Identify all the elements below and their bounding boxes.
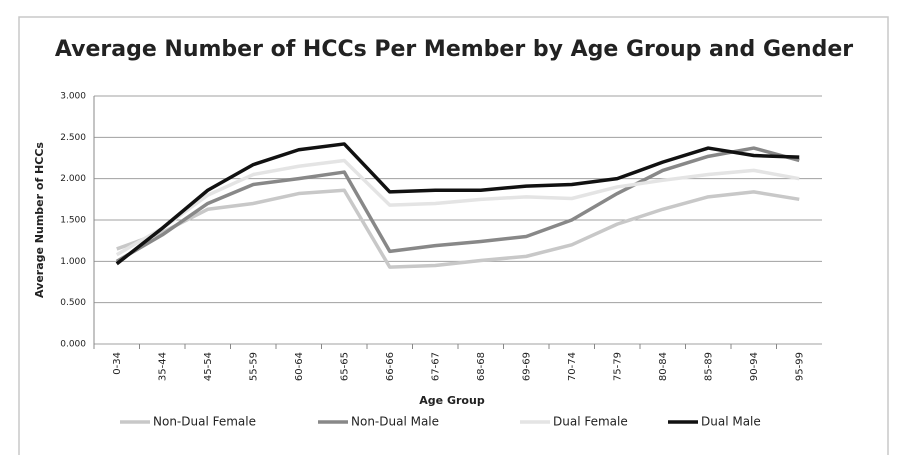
x-tick-label: 67-67 xyxy=(430,352,441,381)
chart-title: Average Number of HCCs Per Member by Age… xyxy=(55,37,853,62)
x-tick-label: 60-64 xyxy=(294,352,305,381)
legend-label: Dual Female xyxy=(553,415,628,429)
frame xyxy=(18,16,889,455)
x-tick-label: 0-34 xyxy=(112,352,123,375)
series-line xyxy=(116,188,800,269)
series-line xyxy=(115,146,800,263)
x-tick-label: 45-54 xyxy=(203,352,214,381)
y-tick-label: 1.500 xyxy=(60,216,86,226)
legend-label: Dual Male xyxy=(701,415,761,429)
y-tick-label: 1.000 xyxy=(60,257,86,267)
x-tick-label: 95-99 xyxy=(794,352,805,381)
x-tick-label: 68-68 xyxy=(476,352,487,381)
y-tick-label: 3.000 xyxy=(60,92,86,102)
x-tick-label: 65-65 xyxy=(339,352,350,381)
x-tick-label: 55-59 xyxy=(248,352,259,381)
x-tick-label: 70-74 xyxy=(567,352,578,381)
y-tick-label: 0.500 xyxy=(60,298,86,308)
x-tick-label: 80-84 xyxy=(658,352,669,381)
series-line xyxy=(115,142,800,266)
x-tick-label: 69-69 xyxy=(521,352,532,381)
series-line xyxy=(115,158,800,257)
y-tick-label: 2.500 xyxy=(60,133,86,143)
x-tick-label: 90-94 xyxy=(749,352,760,381)
x-tick-label: 75-79 xyxy=(612,352,623,381)
x-tick-label: 35-44 xyxy=(157,352,168,381)
legend-label: Non-Dual Female xyxy=(153,415,256,429)
y-axis-title: Average Number of HCCs xyxy=(33,142,46,298)
legend-label: Non-Dual Male xyxy=(351,415,439,429)
x-tick-label: 85-89 xyxy=(703,352,714,381)
x-axis-title: Age Group xyxy=(419,394,485,407)
y-tick-label: 0.000 xyxy=(60,340,86,350)
x-tick-label: 66-66 xyxy=(385,352,396,381)
y-tick-label: 2.000 xyxy=(60,174,86,184)
